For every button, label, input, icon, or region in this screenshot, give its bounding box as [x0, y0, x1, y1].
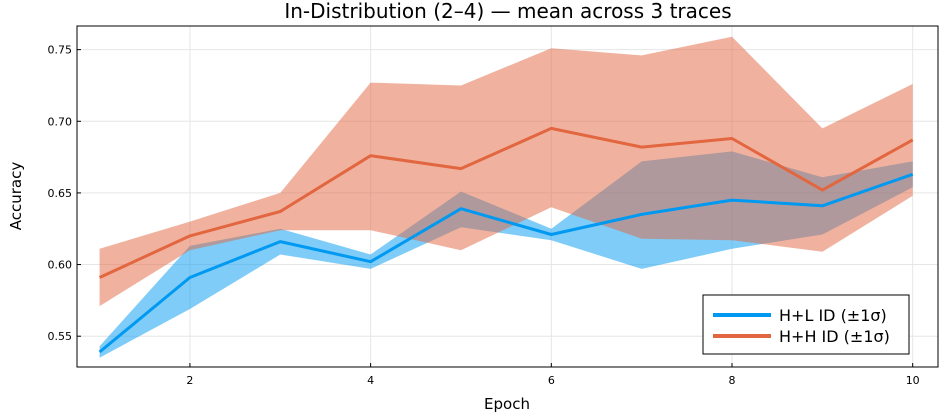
series-band-1	[99, 36, 913, 307]
series-line-0	[98, 172, 914, 354]
legend-box	[702, 294, 910, 355]
legend-label-hh: H+H ID (±1σ)	[779, 327, 890, 346]
series-line-1	[98, 126, 914, 279]
x-axis-label: Epoch	[484, 395, 530, 413]
legend-label-hl: H+L ID (±1σ)	[779, 306, 887, 325]
y-tick-label: 0.65	[48, 187, 73, 200]
x-tick-label: 8	[729, 374, 736, 387]
x-axis-ticks: 2 4 6 8 10	[186, 363, 920, 387]
y-tick-label: 0.60	[48, 259, 73, 272]
y-tick-label: 0.55	[48, 330, 73, 343]
y-tick-label: 0.75	[48, 44, 73, 57]
series-lines	[98, 126, 914, 354]
plot-frame	[76, 25, 939, 368]
x-tick-label: 10	[906, 374, 920, 387]
y-tick-label: 0.70	[48, 115, 73, 128]
y-axis-ticks: 0.55 0.60 0.65 0.70 0.75	[48, 44, 81, 343]
x-tick-label: 2	[186, 374, 193, 387]
x-tick-label: 4	[367, 374, 374, 387]
chart-title: In-Distribution (2–4) — mean across 3 tr…	[284, 0, 731, 23]
legend: H+L ID (±1σ) H+H ID (±1σ)	[702, 294, 910, 355]
x-tick-label: 6	[548, 374, 555, 387]
y-axis-label: Accuracy	[7, 162, 25, 231]
